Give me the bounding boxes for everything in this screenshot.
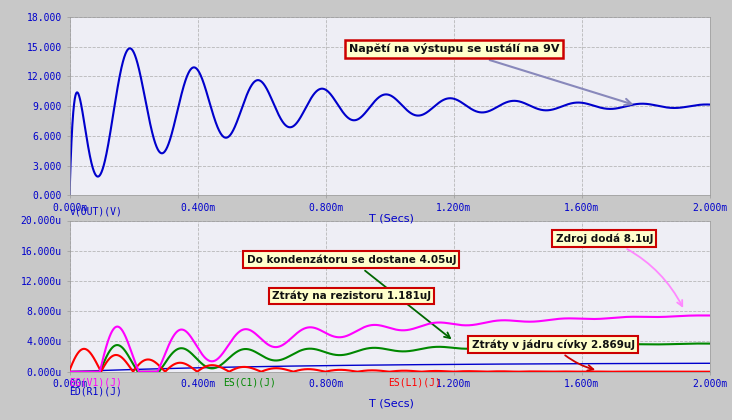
Text: v(OUT)(V): v(OUT)(V) [70, 207, 122, 217]
Text: Ztráty na rezistoru 1.181uJ: Ztráty na rezistoru 1.181uJ [272, 291, 431, 302]
Text: T (Secs): T (Secs) [369, 399, 414, 409]
Text: Napětí na výstupu se ustálí na 9V: Napětí na výstupu se ustálí na 9V [348, 43, 632, 105]
Text: Ztráty v jádru cívky 2.869uJ: Ztráty v jádru cívky 2.869uJ [471, 339, 635, 370]
Text: Zdroj dodá 8.1uJ: Zdroj dodá 8.1uJ [556, 234, 682, 306]
Text: ES(L1)(J): ES(L1)(J) [388, 378, 441, 388]
Text: EG(V1)(J): EG(V1)(J) [70, 378, 122, 388]
Text: Do kondenzátoru se dostane 4.05uJ: Do kondenzátoru se dostane 4.05uJ [247, 255, 456, 338]
Text: T (Secs): T (Secs) [369, 213, 414, 223]
Text: ES(C1)(J): ES(C1)(J) [223, 378, 276, 388]
Text: ED(R1)(J): ED(R1)(J) [70, 387, 122, 397]
